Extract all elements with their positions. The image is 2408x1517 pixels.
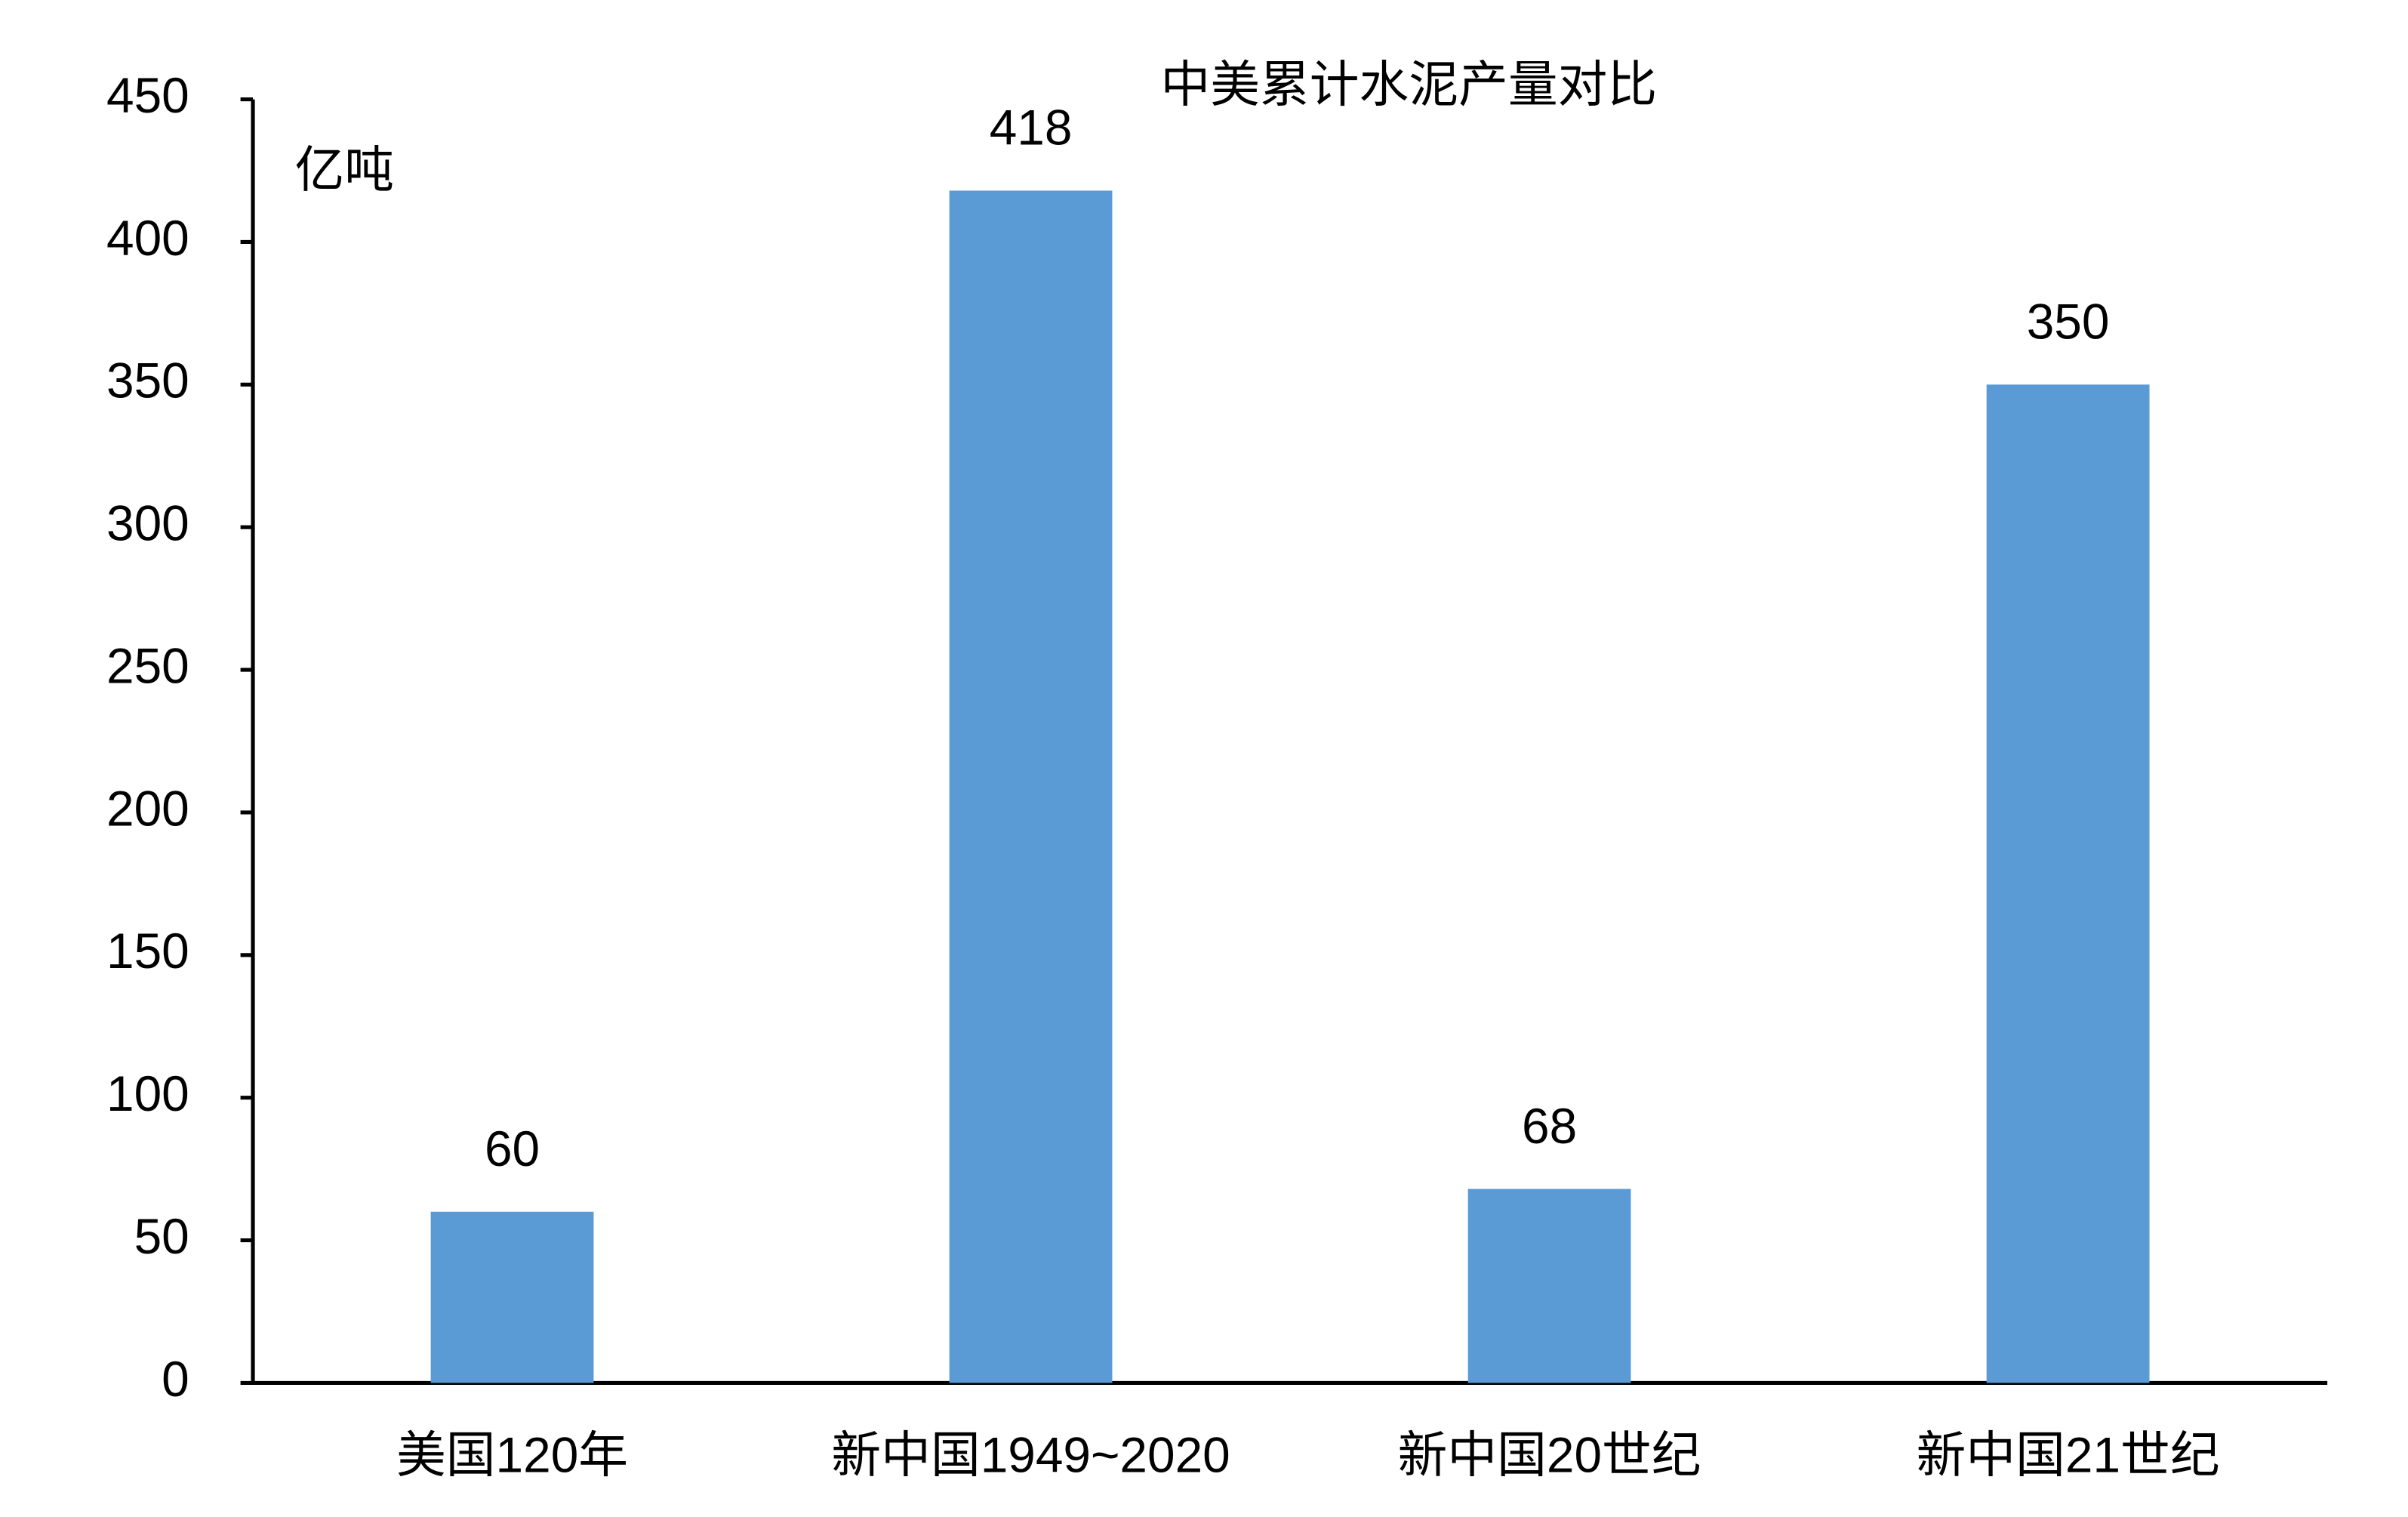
y-tick-label: 400 <box>106 210 189 266</box>
bar <box>1467 1189 1631 1383</box>
bar <box>949 190 1113 1383</box>
y-tick-label: 100 <box>106 1065 189 1121</box>
data-label: 60 <box>485 1121 540 1176</box>
y-tick-label: 300 <box>106 495 189 551</box>
x-tick-label: 新中国21世纪 <box>1917 1426 2220 1482</box>
y-tick-label: 50 <box>134 1208 189 1264</box>
y-tick-label: 0 <box>162 1351 189 1407</box>
chart-title: 中美累计水泥产量对比 <box>1160 57 1657 113</box>
bar <box>430 1211 594 1383</box>
data-label: 350 <box>2027 294 2110 350</box>
x-tick-label: 美国120年 <box>396 1426 628 1482</box>
y-tick-label: 200 <box>106 780 189 836</box>
y-tick-label: 450 <box>106 67 189 123</box>
x-tick-label: 新中国1949~2020 <box>831 1426 1230 1482</box>
y-axis-label: 亿吨 <box>295 142 395 198</box>
data-label: 418 <box>990 100 1073 156</box>
y-tick-label: 250 <box>106 637 189 693</box>
x-tick-label: 新中国20世纪 <box>1398 1426 1701 1482</box>
y-tick-label: 350 <box>106 353 189 409</box>
bar <box>1986 384 2150 1383</box>
y-tick-label: 150 <box>106 923 189 979</box>
data-label: 68 <box>1522 1098 1577 1154</box>
